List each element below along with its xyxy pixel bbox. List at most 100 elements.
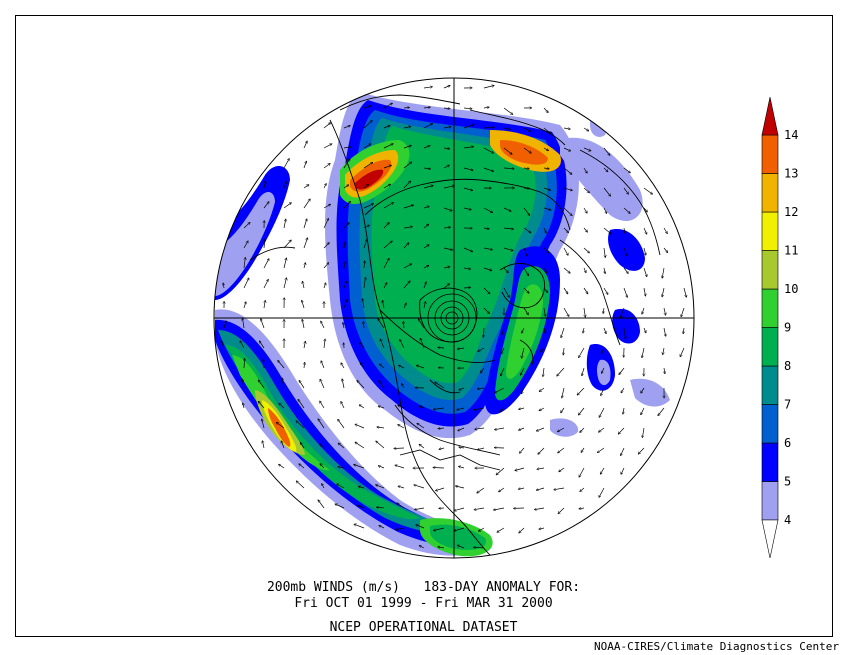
wind-vector (279, 464, 285, 469)
wind-vector (502, 327, 505, 335)
wind-vector (423, 206, 429, 208)
wind-vector (583, 287, 588, 294)
wind-vector (304, 362, 305, 369)
wind-vector (436, 487, 445, 491)
wind-vector (563, 307, 569, 316)
wind-vector (434, 527, 445, 531)
wind-vector (478, 447, 485, 450)
wind-vector (343, 202, 351, 209)
wind-vector (583, 327, 584, 333)
wind-vector (320, 464, 325, 469)
wind-vector (244, 359, 245, 369)
wind-vector (283, 219, 286, 229)
wind-vector (543, 287, 548, 293)
wind-vector (283, 278, 287, 289)
colorbar-band (761, 481, 779, 521)
wind-vector (264, 181, 266, 189)
wind-vector (298, 399, 305, 409)
wind-vector (403, 303, 406, 309)
wind-vector (320, 401, 325, 409)
wind-vector (403, 205, 414, 209)
wind-vector (658, 407, 665, 416)
wind-vector (558, 447, 565, 453)
wind-vector (443, 186, 454, 189)
wind-vector (563, 227, 568, 233)
wind-vector (323, 123, 331, 129)
wind-vector (439, 448, 445, 449)
wind-vector (433, 468, 445, 469)
wind-vector (580, 487, 585, 492)
wind-vector (483, 107, 489, 108)
wind-vector (318, 419, 325, 429)
wind-vector (663, 327, 666, 336)
wind-vector (600, 467, 605, 474)
wind-vector (503, 147, 512, 154)
wind-vector (382, 301, 385, 309)
wind-vector (459, 387, 465, 390)
wind-vector (474, 407, 485, 410)
wind-vector (443, 148, 450, 149)
wind-vector (623, 407, 624, 414)
wind-vector (543, 227, 546, 233)
wind-vector (357, 381, 365, 389)
wind-vector (400, 339, 405, 349)
wind-vector (563, 267, 570, 273)
wind-vector (363, 225, 369, 229)
wind-vector (443, 108, 450, 109)
wind-vector (483, 287, 490, 294)
wind-vector (535, 507, 545, 510)
wind-vector (499, 487, 505, 492)
wind-vector (300, 443, 305, 449)
wind-vector (483, 228, 489, 229)
wind-vector (378, 319, 385, 329)
wind-vector (463, 268, 471, 269)
wind-vector (478, 347, 485, 352)
wind-vector (543, 247, 549, 253)
wind-vector (341, 363, 345, 369)
wind-vector (623, 267, 628, 273)
wind-vector (621, 467, 625, 474)
wind-vector (323, 184, 326, 189)
colorbar-tick-label: 11 (784, 244, 798, 258)
wind-vector (398, 486, 405, 489)
wind-vector (323, 243, 329, 249)
colorbar-band (761, 365, 779, 405)
wind-vector (323, 144, 332, 149)
wind-vector (563, 347, 564, 355)
wind-vector (343, 159, 350, 169)
wind-vector (483, 247, 492, 250)
wind-vector (263, 280, 268, 289)
wind-vector (302, 300, 305, 309)
wind-vector (683, 327, 684, 334)
wind-vector (337, 484, 345, 489)
wind-vector (243, 278, 249, 289)
wind-vector (323, 164, 330, 169)
wind-vector (344, 262, 345, 269)
colorbar-tick-label: 9 (784, 321, 791, 335)
wind-vector (363, 121, 372, 129)
wind-vector (378, 406, 385, 409)
wind-vector (318, 500, 325, 509)
wind-vector (579, 347, 585, 358)
wind-vector (335, 504, 345, 509)
wind-vector (563, 128, 570, 129)
wind-vector (398, 425, 405, 429)
wind-vector (338, 467, 345, 468)
wind-vector (262, 441, 265, 449)
wind-vector (414, 485, 425, 489)
wind-vector (543, 107, 548, 113)
wind-vector (598, 447, 605, 453)
wind-vector (483, 127, 494, 128)
wind-vector (355, 424, 365, 429)
wind-vector (303, 219, 307, 229)
wind-vector (258, 401, 265, 409)
wind-vector (519, 427, 525, 430)
wind-vector (355, 442, 365, 449)
wind-vector (383, 203, 394, 209)
wind-vector (243, 223, 250, 229)
wind-vector (423, 186, 433, 189)
wind-vector (580, 427, 585, 432)
wind-vector (522, 327, 525, 333)
wind-vector (402, 384, 405, 389)
